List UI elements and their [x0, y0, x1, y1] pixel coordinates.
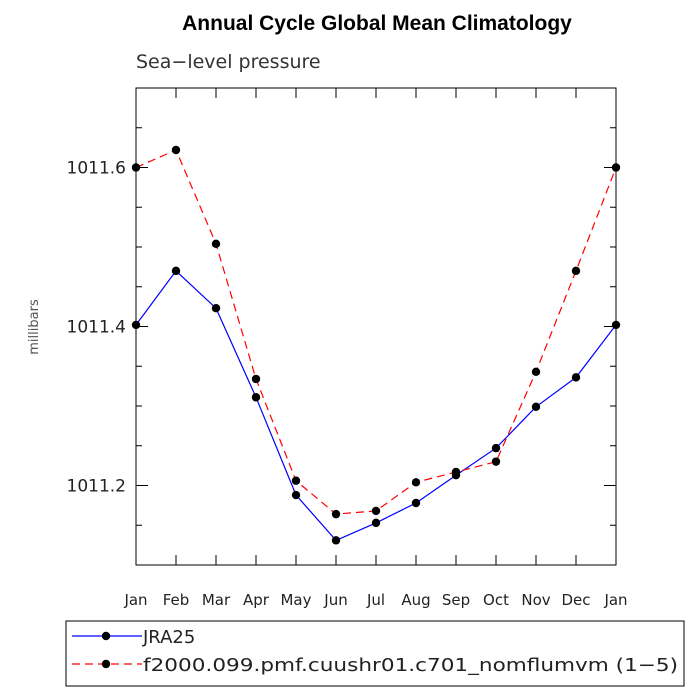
tick-labels: Jan Feb Mar Apr May Jun Jul Aug Sep Oct Nov Dec Jan 1… — [67, 159, 628, 610]
data-point-series-1 — [451, 467, 461, 477]
legend-marker-jra25 — [101, 631, 111, 641]
data-point-series-0 — [171, 266, 181, 276]
data-point-series-0 — [331, 536, 341, 545]
y-tick-label: 1011.6 — [67, 159, 126, 179]
data-point-series-0 — [291, 490, 301, 500]
legend-box — [65, 620, 685, 687]
x-tick-label: Mar — [202, 591, 231, 609]
plot-frame — [135, 87, 617, 566]
legend: JRA25 f2000.099.pmf.cuushr01.c701_nomflu… — [65, 620, 685, 687]
data-point-series-1 — [571, 266, 581, 276]
series-line-0 — [135, 270, 617, 542]
y-tick-label: 1011.2 — [67, 477, 126, 497]
data-point-series-0 — [211, 304, 221, 313]
x-tick-label: Jan — [123, 591, 147, 609]
x-tick-label: Jan — [603, 591, 627, 609]
series-line-1 — [135, 149, 617, 515]
x-tick-label: May — [280, 591, 311, 609]
y-axis-label: millibars — [27, 299, 42, 355]
data-point-series-0 — [491, 443, 501, 453]
data-point-series-1 — [291, 476, 301, 485]
chart-title: Annual Cycle Global Mean Climatology — [182, 12, 572, 35]
legend-label-jra25: JRA25 — [142, 627, 195, 648]
data-point-series-1 — [371, 506, 381, 516]
data-point-series-0 — [571, 373, 581, 382]
x-tick-label: Jul — [366, 591, 385, 609]
series-lines — [135, 149, 617, 542]
legend-marker-f2000 — [101, 659, 111, 669]
x-tick-label: Oct — [483, 591, 509, 609]
data-point-series-1 — [531, 367, 541, 377]
data-point-series-1 — [491, 457, 501, 466]
legend-label-f2000: f2000.099.pmf.cuushr01.c701_nomflumvm (1… — [143, 655, 678, 676]
x-tick-label: Aug — [401, 591, 430, 609]
data-point-series-1 — [251, 374, 261, 384]
axis-ticks — [135, 88, 617, 565]
data-point-series-0 — [411, 498, 421, 508]
chart-subtitle: Sea−level pressure — [136, 51, 321, 73]
x-tick-label: Jun — [323, 591, 347, 609]
series-markers — [131, 145, 621, 545]
x-tick-label: Nov — [521, 591, 550, 609]
x-tick-label: Feb — [163, 591, 190, 609]
data-point-series-0 — [531, 402, 541, 411]
y-tick-label: 1011.4 — [67, 318, 126, 338]
data-point-series-1 — [211, 239, 221, 249]
x-tick-label: Apr — [243, 591, 270, 609]
data-point-series-0 — [251, 393, 261, 402]
data-point-series-1 — [411, 478, 421, 487]
x-tick-label: Sep — [442, 591, 470, 609]
x-tick-label: Dec — [561, 591, 590, 609]
data-point-series-0 — [371, 518, 381, 528]
data-point-series-1 — [171, 145, 181, 155]
data-point-series-1 — [331, 509, 341, 519]
